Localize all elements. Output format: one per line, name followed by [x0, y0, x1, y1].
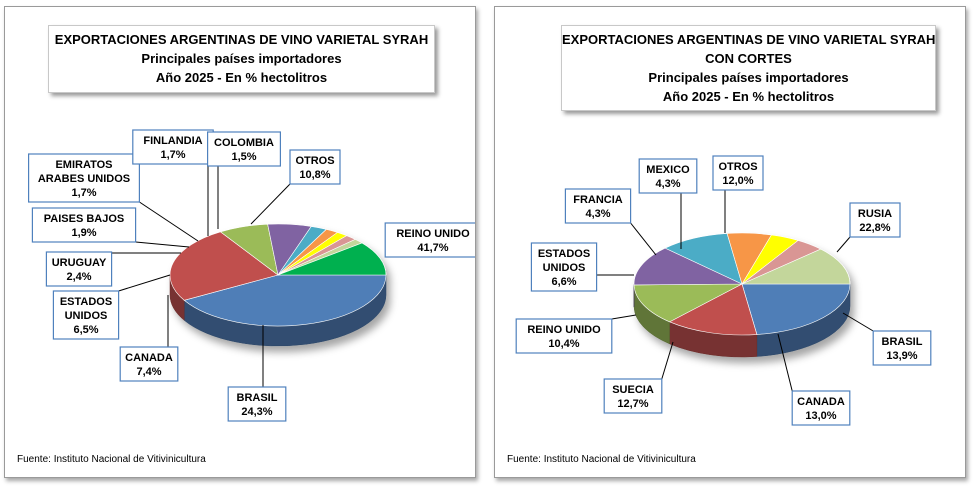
data-label-category: FRANCIA	[573, 194, 623, 206]
leader-line	[250, 183, 291, 225]
data-label-box	[564, 188, 632, 224]
data-label-value: 13,0%	[805, 410, 836, 422]
pie-slice-brasil	[668, 283, 758, 336]
chart-title-line-3: Principales países importadores	[648, 70, 849, 85]
pie-chart-syrah-cortes: RUSIA 22,8% BRASIL 13,9% CANADA 13,0% SUECIA 12…	[515, 155, 932, 426]
leader-line	[661, 341, 674, 380]
data-label-box	[603, 378, 663, 414]
data-label-box	[119, 346, 179, 382]
data-label-category: COLOMBIA	[214, 137, 274, 149]
leader-line	[139, 201, 199, 242]
chart-title-line-3: Año 2025 - En % hectolitros	[155, 70, 328, 85]
data-label-category: EMIRATOS	[55, 159, 112, 171]
data-label-value: 1,7%	[160, 149, 185, 161]
data-label-category: REINO UNIDO	[396, 228, 470, 240]
pie-slice-reino-unido	[183, 274, 387, 327]
data-label-box	[872, 330, 932, 366]
data-label-box	[530, 242, 598, 292]
data-label-box	[638, 158, 698, 194]
leader-line	[118, 274, 171, 292]
data-label-box	[45, 251, 113, 287]
data-label-category: UNIDOS	[543, 262, 586, 274]
chart-title: EXPORTACIONES ARGENTINAS DE VINO VARIETA…	[561, 25, 936, 111]
data-label-category: ESTADOS	[60, 296, 112, 308]
data-label-box	[289, 149, 341, 185]
data-label-box	[31, 207, 137, 243]
data-label-box	[207, 131, 282, 167]
data-label-category: CANADA	[797, 396, 845, 408]
data-label-category: CANADA	[125, 352, 173, 364]
data-label-category: OTROS	[295, 155, 334, 167]
leader-line	[842, 312, 874, 332]
data-label-box	[28, 153, 141, 203]
chart-title: EXPORTACIONES ARGENTINAS DE VINO VARIETA…	[48, 25, 435, 93]
leader-line	[630, 222, 657, 256]
data-label-category: MEXICO	[646, 164, 690, 176]
pie-slice-canada	[633, 283, 743, 323]
chart-panel-syrah-cortes: EXPORTACIONES ARGENTINAS DE VINO VARIETA…	[494, 6, 966, 478]
pie-chart-syrah: REINO UNIDO 41,7% BRASIL 24,3% CANADA 7,4% EST…	[28, 129, 475, 422]
data-label-value: 6,5%	[73, 324, 98, 336]
data-label-box	[791, 390, 851, 426]
data-label-value: 10,4%	[548, 338, 579, 350]
chart-title-line-1: EXPORTACIONES ARGENTINAS DE VINO VARIETA…	[562, 32, 936, 47]
data-label-category: UNIDOS	[65, 310, 108, 322]
data-label-box	[227, 386, 287, 422]
pie-slice-brasil	[169, 231, 279, 301]
pie-slice-rusia	[741, 283, 851, 335]
chart-title-line-4: Año 2025 - En % hectolitros	[662, 89, 835, 104]
data-label-value: 7,4%	[136, 366, 161, 378]
leader-line	[611, 314, 637, 320]
data-label-value: 24,3%	[241, 406, 272, 418]
data-label-category: OTROS	[718, 161, 757, 173]
source-note: Fuente: Instituto Nacional de Vitivinicu…	[507, 454, 696, 465]
data-label-category: PAISES BAJOS	[44, 213, 125, 225]
data-label-box	[515, 318, 613, 354]
data-label-category: FINLANDIA	[143, 135, 202, 147]
data-label-category: BRASIL	[882, 336, 923, 348]
data-label-value: 1,5%	[231, 151, 256, 163]
data-label-box	[52, 290, 120, 340]
data-label-value: 13,9%	[886, 350, 917, 362]
data-label-box	[712, 155, 764, 191]
data-label-category: ESTADOS	[538, 248, 590, 260]
data-label-box	[384, 222, 475, 258]
data-label-value: 1,7%	[71, 187, 96, 199]
chart-title-line-1: EXPORTACIONES ARGENTINAS DE VINO VARIETA…	[54, 32, 429, 47]
data-label-value: 1,9%	[71, 227, 96, 239]
data-label-value: 12,0%	[722, 175, 753, 187]
leader-line	[777, 333, 793, 392]
data-label-category: RUSIA	[858, 208, 892, 220]
data-label-category: SUECIA	[612, 384, 654, 396]
data-label-value: 41,7%	[417, 242, 448, 254]
data-label-value: 2,4%	[66, 271, 91, 283]
chart-title-line-2: CON CORTES	[705, 51, 792, 66]
data-label-value: 10,8%	[299, 169, 330, 181]
data-label-category: URUGUAY	[52, 257, 107, 269]
data-label-category: BRASIL	[237, 392, 278, 404]
data-label-value: 12,7%	[617, 398, 648, 410]
pie-slice-reino-unido	[664, 233, 743, 285]
data-label-value: 22,8%	[859, 222, 890, 234]
data-label-value: 6,6%	[551, 276, 576, 288]
chart-title-line-2: Principales países importadores	[141, 51, 342, 66]
pie-slice-otros	[277, 242, 387, 276]
data-label-value: 4,3%	[655, 178, 680, 190]
data-label-category: REINO UNIDO	[527, 324, 601, 336]
data-label-box	[132, 129, 214, 165]
data-label-box	[849, 202, 901, 238]
pie-slice-suecia	[633, 247, 743, 286]
source-note: Fuente: Instituto Nacional de Vitivinicu…	[17, 454, 206, 465]
data-label-value: 4,3%	[585, 208, 610, 220]
leader-line	[836, 236, 851, 253]
pie-slice-otros	[741, 248, 851, 285]
leader-line	[135, 241, 190, 248]
data-label-category: ARABES UNIDOS	[38, 173, 130, 185]
chart-panel-syrah: EXPORTACIONES ARGENTINAS DE VINO VARIETA…	[4, 6, 476, 478]
